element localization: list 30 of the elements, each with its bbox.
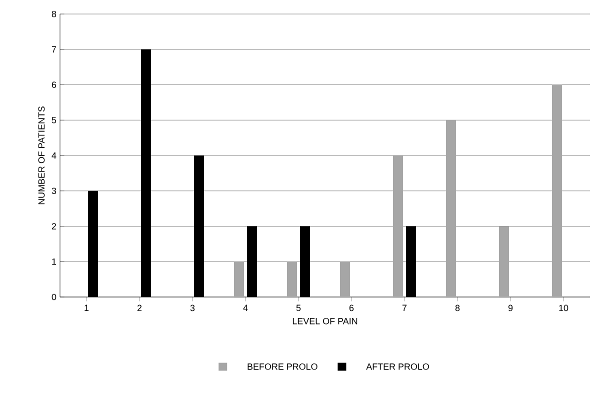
x-tick-label: 8 xyxy=(455,304,460,312)
bar xyxy=(393,156,404,297)
bar xyxy=(552,84,562,297)
bar xyxy=(499,226,510,297)
y-tick-label: 7 xyxy=(52,46,56,52)
x-tick-label: 6 xyxy=(349,304,354,312)
x-tick-label: 3 xyxy=(190,304,195,312)
x-tick-label: 4 xyxy=(243,304,248,311)
y-tick-label: 6 xyxy=(52,82,56,88)
x-tick-label: 7 xyxy=(402,304,407,311)
y-tick-label: 0 xyxy=(52,294,56,300)
x-tick-label: 2 xyxy=(137,304,142,312)
x-tick-label: 1 xyxy=(84,304,89,311)
y-tick-label: 3 xyxy=(52,188,56,194)
y-axis-title: NUMBER OF PATIENTS xyxy=(38,106,45,204)
legend-label: BEFORE PROLO xyxy=(248,363,318,370)
bar xyxy=(234,262,244,297)
y-tick-label: 8 xyxy=(52,10,56,18)
x-tick-label: 9 xyxy=(508,304,513,312)
y-tick-label: 2 xyxy=(52,223,56,230)
x-tick-label: 10 xyxy=(559,304,568,312)
x-axis-title: LEVEL OF PAIN xyxy=(292,318,358,324)
legend-label: AFTER PROLO xyxy=(366,363,429,370)
y-tick-label: 4 xyxy=(52,152,56,159)
y-tick-label: 5 xyxy=(52,116,56,124)
bar xyxy=(287,262,297,297)
y-tick-label: 1 xyxy=(52,258,56,265)
x-tick-label: 5 xyxy=(296,304,301,312)
bar xyxy=(340,262,350,297)
bar xyxy=(446,120,456,297)
